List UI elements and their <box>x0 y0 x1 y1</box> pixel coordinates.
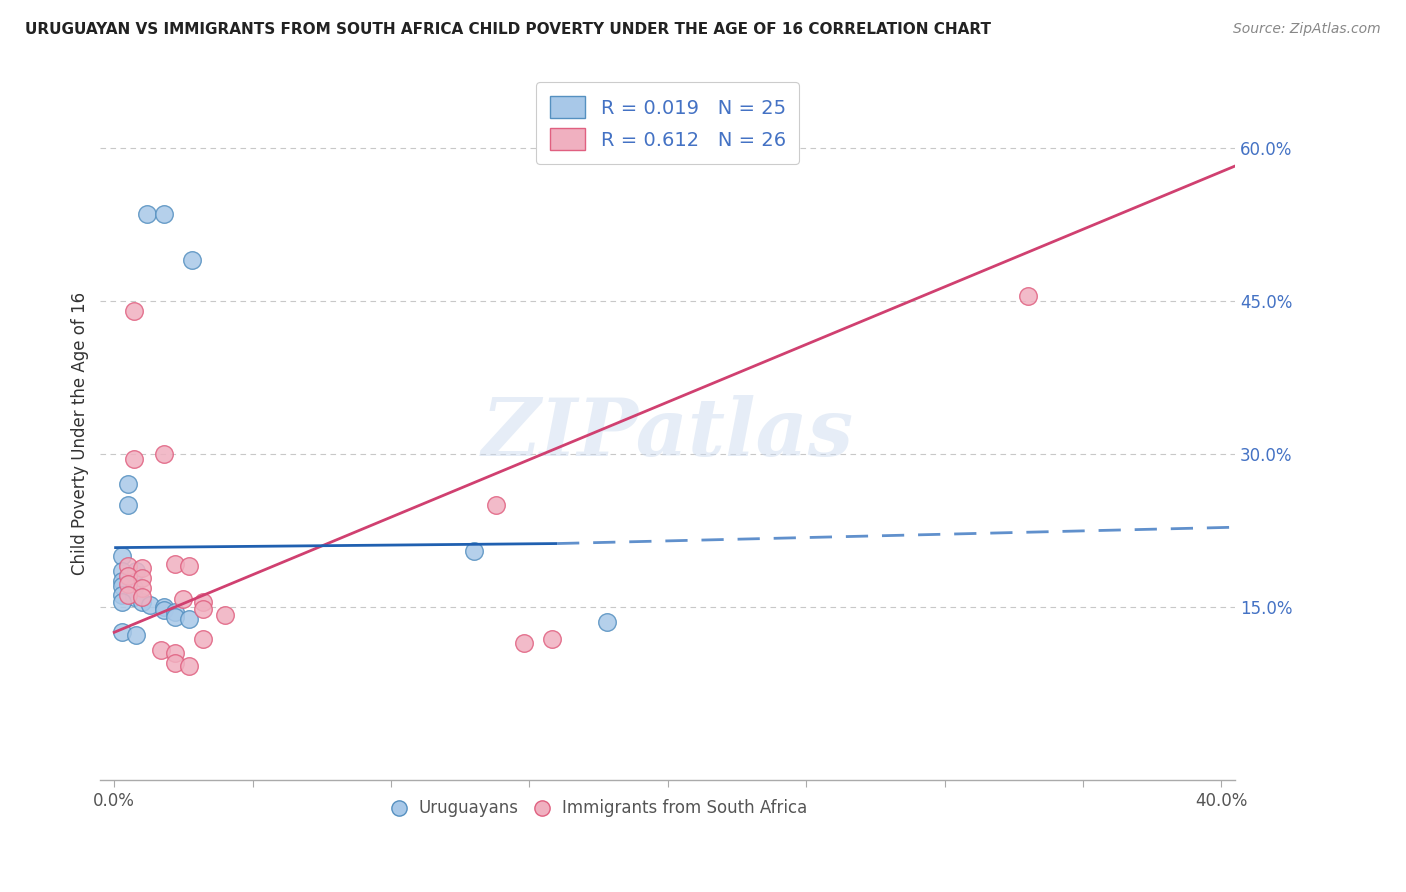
Point <box>131 582 153 596</box>
Point <box>191 595 214 609</box>
Text: ZIPatlas: ZIPatlas <box>482 394 853 472</box>
Text: URUGUAYAN VS IMMIGRANTS FROM SOUTH AFRICA CHILD POVERTY UNDER THE AGE OF 16 CORR: URUGUAYAN VS IMMIGRANTS FROM SOUTH AFRIC… <box>25 22 991 37</box>
Point <box>131 561 153 575</box>
Point <box>131 595 153 609</box>
Point <box>172 591 194 606</box>
Point <box>165 656 187 670</box>
Point <box>131 571 153 585</box>
Point <box>191 632 214 647</box>
Legend: Uruguayans, Immigrants from South Africa: Uruguayans, Immigrants from South Africa <box>385 793 814 824</box>
Y-axis label: Child Poverty Under the Age of 16: Child Poverty Under the Age of 16 <box>72 292 89 574</box>
Point <box>177 612 200 626</box>
Point <box>165 557 187 571</box>
Point <box>513 635 536 649</box>
Point <box>122 304 145 318</box>
Point <box>111 588 134 602</box>
Point <box>165 610 187 624</box>
Point <box>139 598 162 612</box>
Point <box>111 574 134 589</box>
Point <box>153 599 176 614</box>
Point <box>153 603 176 617</box>
Point <box>177 659 200 673</box>
Point <box>111 549 134 563</box>
Point <box>111 595 134 609</box>
Point <box>165 605 187 619</box>
Point <box>111 579 134 593</box>
Point <box>125 564 148 578</box>
Point <box>117 559 139 574</box>
Point <box>111 625 134 640</box>
Point <box>191 602 214 616</box>
Point <box>596 615 619 629</box>
Point <box>153 447 176 461</box>
Point <box>214 607 236 622</box>
Point <box>122 451 145 466</box>
Point <box>117 588 139 602</box>
Point <box>136 207 159 221</box>
Point <box>180 252 202 267</box>
Point <box>540 632 562 647</box>
Point <box>122 582 145 596</box>
Point <box>165 646 187 660</box>
Point <box>463 543 485 558</box>
Point <box>111 564 134 578</box>
Point <box>117 498 139 512</box>
Point <box>117 477 139 491</box>
Point <box>131 590 153 604</box>
Point <box>485 498 508 512</box>
Point <box>117 569 139 583</box>
Point <box>177 559 200 574</box>
Point <box>153 207 176 221</box>
Point <box>150 642 173 657</box>
Point <box>122 590 145 604</box>
Point <box>117 577 139 591</box>
Point <box>1017 288 1039 302</box>
Point <box>125 628 148 642</box>
Text: Source: ZipAtlas.com: Source: ZipAtlas.com <box>1233 22 1381 37</box>
